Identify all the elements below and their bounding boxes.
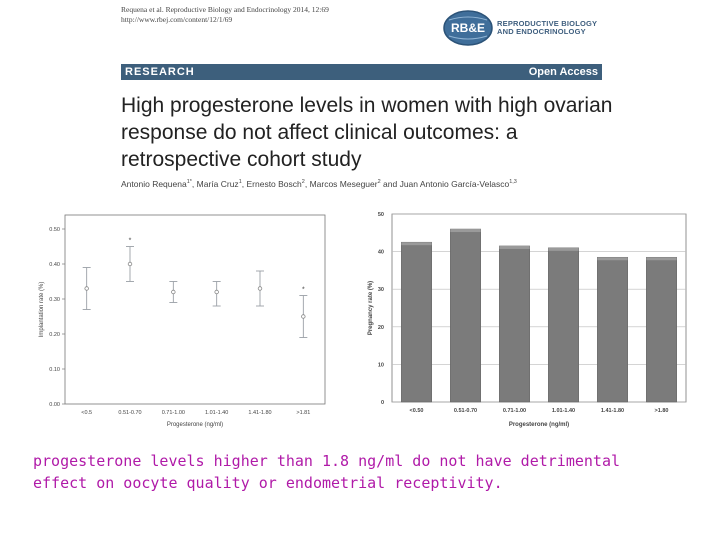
slide-caption: progesterone levels higher than 1.8 ng/m… — [33, 452, 620, 492]
data-point — [84, 286, 89, 291]
logo-line-1: REPRODUCTIVE BIOLOGY — [497, 19, 598, 28]
x-axis-label: Progesterone (ng/ml) — [509, 422, 569, 428]
x-tick-label: 0.71-1.00 — [503, 408, 526, 414]
bar-top — [401, 242, 432, 246]
bar-top — [499, 245, 530, 249]
bar-top — [597, 257, 628, 261]
data-point — [127, 261, 133, 267]
plot-frame — [391, 213, 687, 403]
bar — [597, 256, 628, 403]
y-tick-label: 0.10 — [49, 367, 60, 373]
y-axis-label: Implantation rate (%) — [39, 282, 45, 338]
x-tick-label: 1.01-1.40 — [205, 410, 228, 416]
y-tick-label: 0.50 — [49, 227, 60, 233]
bar — [450, 228, 481, 403]
x-tick-label: 1.41-1.80 — [248, 410, 271, 416]
bar-top — [646, 257, 677, 261]
author-list: Antonio Requena1*, María Cruz1, Ernesto … — [121, 179, 517, 189]
y-tick-label: 0 — [381, 400, 384, 406]
bar-top — [548, 247, 579, 251]
x-tick-label: >1.80 — [655, 408, 669, 414]
citation-journal: Requena et al. Reproductive Biology and … — [121, 5, 329, 14]
y-tick-label: 0.20 — [49, 332, 60, 338]
citation: Requena et al. Reproductive Biology and … — [121, 5, 329, 25]
author-name: Antonio Requena — [121, 179, 187, 189]
x-tick-label: 0.71-1.00 — [162, 410, 185, 416]
y-tick-label: 30 — [378, 287, 384, 293]
x-tick-label: <0.50 — [410, 408, 424, 414]
logo-wordmark: REPRODUCTIVE BIOLOGY AND ENDOCRINOLOGY — [497, 20, 597, 36]
open-access-label: Open Access — [528, 66, 598, 78]
article-type-label: RESEARCH — [125, 66, 195, 78]
author-name: Juan Antonio García-Velasco — [399, 179, 510, 189]
paper-title: High progesterone levels in women with h… — [121, 94, 613, 171]
logo-line-2: AND ENDOCRINOLOGY — [497, 27, 586, 36]
plot-frame — [64, 214, 326, 405]
citation-url[interactable]: http://www.rbej.com/content/12/1/69 — [121, 15, 233, 24]
author-affiliation: 1,3 — [509, 179, 517, 186]
author-name: Marcos Meseguer — [309, 179, 378, 189]
author-affiliation: 2 — [377, 179, 381, 186]
journal-logo: RB&E REPRODUCTIVE BIOLOGY AND ENDOCRINOL… — [443, 10, 597, 46]
x-tick-label: >1.81 — [296, 410, 310, 416]
rbe-logo-icon: RB&E — [443, 10, 493, 46]
y-tick-label: 0.30 — [49, 297, 60, 303]
x-tick-label: <0.5 — [81, 410, 92, 416]
data-point — [214, 289, 219, 295]
y-tick-label: 20 — [378, 325, 384, 331]
pregnancy-rate-chart: 0 10 20 30 40 50 <0.50 0.51-0.70 0.71-1.00 1.01-1… — [368, 212, 687, 428]
implantation-rate-chart: 0.00 0.10 0.20 0.30 0.40 0.50 <0.5 0.51-0.70 * 0.… — [39, 214, 326, 428]
data-point — [301, 314, 306, 319]
significance-marker: * — [129, 238, 132, 245]
y-axis-label: Pregnancy rate (%) — [368, 281, 374, 335]
article-type-banner: RESEARCH Open Access — [121, 64, 602, 80]
author-affiliation: 2 — [301, 179, 305, 186]
significance-marker: * — [302, 287, 305, 294]
data-point — [257, 286, 263, 291]
x-tick-label: 1.41-1.80 — [601, 408, 624, 414]
author-affiliation: 1 — [238, 179, 242, 186]
bar-top — [450, 229, 481, 233]
bar — [401, 241, 432, 403]
author-name: María Cruz — [196, 179, 239, 189]
y-tick-label: 50 — [378, 212, 384, 218]
x-axis-label: Progesterone (ng/ml) — [167, 422, 223, 428]
y-tick-label: 0.40 — [49, 262, 60, 268]
author-affiliation: 1* — [186, 179, 192, 186]
author-name: Ernesto Bosch — [246, 179, 302, 189]
x-tick-label: 0.51-0.70 — [454, 408, 477, 414]
logo-mark-text: RB&E — [451, 21, 485, 35]
bar — [646, 256, 677, 403]
bar — [548, 247, 579, 403]
x-tick-label: 1.01-1.40 — [552, 408, 575, 414]
x-tick-label: 0.51-0.70 — [118, 410, 141, 416]
y-tick-label: 0.00 — [49, 402, 60, 408]
bar — [499, 245, 530, 403]
y-tick-label: 10 — [378, 362, 384, 368]
y-tick-label: 40 — [378, 250, 384, 256]
data-point — [171, 289, 176, 295]
